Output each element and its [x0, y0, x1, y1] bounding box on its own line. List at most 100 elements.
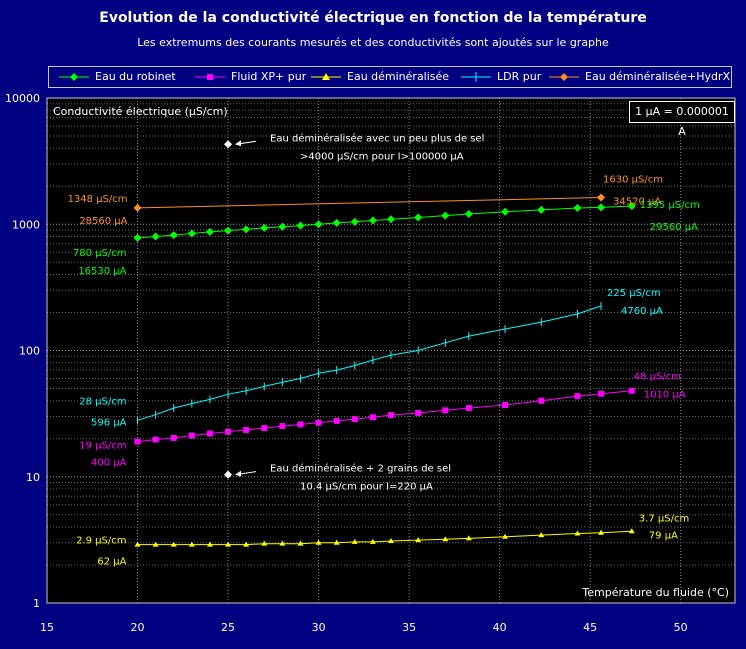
- legend-label: Fluid XP+ pur: [231, 70, 307, 83]
- data-point-series-0: [242, 225, 251, 234]
- legend-swatch-ldr-pur: [461, 72, 491, 82]
- data-point-series-4: [133, 203, 142, 212]
- data-point-series-2: [628, 528, 635, 534]
- data-point-series-2: [315, 539, 322, 545]
- chart-subtitle: Les extremums des courants mesurés et de…: [137, 36, 609, 49]
- annotation-value: 28 µS/cm: [79, 396, 126, 407]
- data-point-series-0: [537, 205, 546, 214]
- data-point-series-0: [368, 216, 377, 225]
- annotation-value: 2.9 µS/cm: [76, 536, 126, 547]
- data-point-series-2: [388, 537, 394, 543]
- data-point-series-2: [538, 532, 545, 538]
- annotation-value: 48 µS/cm: [634, 372, 681, 383]
- data-point-series-1: [388, 412, 394, 419]
- annotation-current: 34520 µA: [613, 196, 661, 207]
- annotation-current: 79 µA: [649, 530, 678, 541]
- annotation-current: 596 µA: [91, 417, 127, 428]
- data-point-series-0: [278, 222, 287, 231]
- data-point-series-0: [597, 203, 606, 212]
- y-tick-label: 10: [26, 471, 40, 484]
- note-arrowhead-1: [235, 470, 242, 477]
- data-point-series-1: [628, 387, 635, 394]
- data-point-series-1: [279, 423, 286, 430]
- data-point-series-0: [573, 203, 582, 212]
- legend-label: Eau déminéralisée+HydrX: [585, 70, 731, 83]
- annotation-current: 28560 µA: [79, 216, 127, 227]
- data-point-series-1: [315, 419, 322, 426]
- data-point-series-2: [279, 540, 286, 546]
- x-tick-label: 35: [402, 621, 416, 634]
- note-label: Eau déminéralisée avec un peu plus de se…: [270, 132, 484, 144]
- annotation-current: 400 µA: [91, 458, 127, 469]
- y-axis-label: Conductivité électrique (µS/cm): [53, 105, 228, 118]
- series-line-3: [137, 305, 602, 421]
- data-point-series-2: [297, 540, 304, 546]
- note-arrowhead-0: [235, 140, 242, 147]
- data-point-series-1: [152, 436, 159, 443]
- annotation-value: 1348 µS/cm: [68, 194, 128, 205]
- data-point-series-0: [464, 210, 473, 219]
- legend-swatch-fluid-xp: [195, 74, 225, 80]
- data-point-series-1: [574, 393, 581, 400]
- annotation-value: 225 µS/cm: [607, 288, 661, 299]
- data-point-series-1: [261, 425, 268, 432]
- data-point-series-1: [333, 417, 340, 424]
- data-point-series-1: [369, 414, 376, 421]
- data-point-series-0: [414, 213, 423, 222]
- legend-label: Eau déminéralisée: [347, 70, 450, 83]
- data-point-series-1: [598, 390, 605, 397]
- data-point-series-1: [206, 430, 213, 437]
- data-point-series-1: [188, 432, 195, 439]
- data-point-series-2: [188, 541, 195, 547]
- note-label: Eau déminéralisée + 2 grains de sel: [270, 463, 451, 475]
- data-point-series-0: [260, 223, 269, 232]
- data-point-series-1: [465, 405, 472, 412]
- data-point-series-0: [627, 201, 636, 210]
- data-point-series-1: [502, 402, 509, 409]
- data-point-series-0: [187, 229, 196, 238]
- note-point-1: [224, 470, 233, 479]
- data-point-series-0: [350, 217, 359, 226]
- data-point-series-1: [225, 428, 232, 435]
- legend-label: Eau du robinet: [95, 70, 176, 83]
- note-label: >4000 µS/cm pour I>100000 µA: [300, 151, 464, 162]
- x-axis-label: Température du fluide (°C): [581, 586, 729, 599]
- data-point-series-2: [243, 541, 250, 547]
- note-point-0: [224, 140, 233, 149]
- x-tick-label: 30: [312, 621, 326, 634]
- x-tick-label: 25: [221, 621, 235, 634]
- x-tick-label: 15: [40, 621, 54, 634]
- data-point-series-2: [351, 538, 358, 544]
- data-point-series-0: [314, 220, 323, 229]
- data-point-series-2: [442, 536, 449, 542]
- series-line-4: [137, 197, 602, 209]
- y-tick-label: 1000: [12, 218, 40, 231]
- data-point-series-2: [261, 540, 268, 546]
- data-point-series-0: [501, 207, 510, 216]
- annotation-current: 1010 µA: [644, 390, 686, 401]
- legend-label: LDR pur: [497, 70, 542, 83]
- annotation-value: 3.7 µS/cm: [639, 513, 689, 524]
- annotation-value: 1395 µS/cm: [640, 200, 700, 211]
- data-point-series-2: [134, 541, 141, 547]
- data-point-series-2: [465, 535, 472, 541]
- data-point-series-1: [415, 409, 422, 416]
- data-point-series-1: [351, 416, 358, 423]
- legend: Eau du robinet Fluid XP+ pur Eau déminér…: [48, 66, 732, 88]
- annotation-current: 62 µA: [97, 557, 126, 568]
- annotation-value: 19 µS/cm: [79, 441, 126, 452]
- data-point-series-2: [502, 533, 509, 539]
- x-tick-label: 45: [583, 621, 597, 634]
- data-point-series-0: [332, 218, 341, 227]
- chart-title: Evolution de la conductivité électrique …: [99, 10, 647, 26]
- x-tick-label: 20: [131, 621, 145, 634]
- legend-swatch-eau-demineralisee-hydrx: [549, 73, 579, 81]
- data-point-series-0: [205, 227, 214, 236]
- data-point-series-2: [333, 539, 340, 545]
- plot-frame: [46, 97, 736, 604]
- data-point-series-1: [243, 426, 250, 433]
- data-point-series-2: [206, 541, 213, 547]
- data-point-series-4: [597, 193, 606, 202]
- data-point-series-1: [538, 397, 545, 404]
- data-point-series-0: [133, 233, 142, 242]
